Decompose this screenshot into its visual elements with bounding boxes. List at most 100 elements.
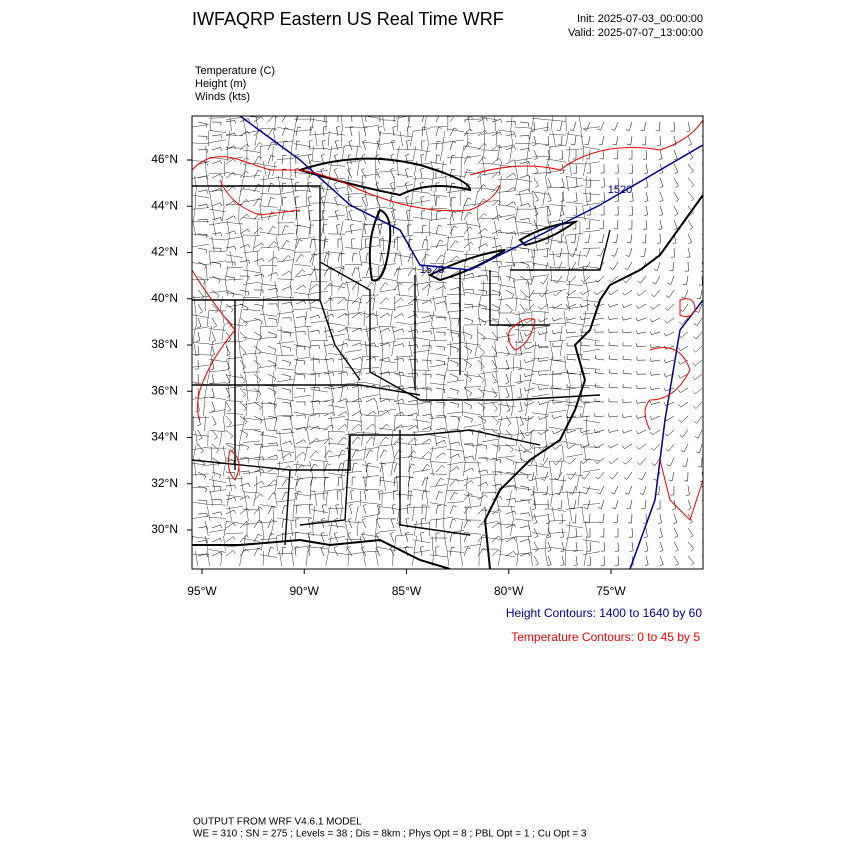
wind-barb (253, 273, 264, 278)
wind-barb (659, 177, 664, 188)
wind-barb (336, 490, 341, 501)
wind-barb (543, 121, 549, 132)
wind-barb (309, 413, 320, 417)
wind-barb (435, 464, 445, 473)
wind-barb (420, 168, 424, 179)
wind-barb (337, 424, 348, 431)
wind-barb (407, 268, 417, 277)
county-line (225, 116, 244, 132)
county-line (242, 146, 261, 161)
wind-barb (491, 471, 502, 476)
county-line (548, 385, 567, 402)
county-line (463, 505, 482, 522)
county-line (409, 128, 431, 147)
county-line (480, 145, 499, 162)
wind-barb (281, 168, 287, 179)
wind-barb (435, 239, 444, 249)
wind-barb (553, 275, 563, 284)
county-line (390, 456, 414, 477)
county-line (192, 501, 210, 505)
county-line (412, 415, 431, 432)
wind-barb (253, 533, 262, 543)
wind-barb (491, 331, 499, 342)
wind-barb (611, 247, 619, 257)
wind-barb (491, 483, 502, 488)
county-line (460, 424, 482, 447)
wind-barb (517, 373, 522, 384)
wind-barb (573, 205, 578, 216)
county-line (327, 535, 346, 552)
county-line (361, 460, 380, 477)
wind-barb (393, 490, 398, 501)
wind-barb (420, 196, 425, 207)
wind-barb (361, 154, 367, 165)
county-line (407, 216, 431, 237)
wind-barb (524, 415, 535, 422)
wind-barb (449, 518, 456, 529)
wind-barb (211, 429, 218, 440)
wind-barb (693, 331, 703, 340)
wind-barb (573, 541, 578, 552)
county-line (341, 127, 363, 147)
county-line (327, 130, 346, 147)
wind-barb (463, 387, 472, 397)
county-line (242, 490, 261, 507)
wind-barb (322, 504, 326, 515)
wind-barb (622, 303, 633, 309)
wind-barb (580, 341, 591, 347)
county-line (257, 458, 277, 477)
wind-barb (320, 154, 325, 165)
wind-barb (337, 371, 348, 376)
wind-barb (491, 260, 502, 265)
county-line (239, 337, 261, 357)
wind-barb (393, 313, 404, 319)
county-line (293, 475, 312, 492)
wind-barb (225, 401, 232, 412)
county-line (339, 218, 363, 237)
lon-label: 75°W (596, 584, 626, 598)
wind-barb (668, 471, 675, 482)
county-line (309, 340, 329, 357)
county-line (565, 400, 584, 417)
wind-barb (308, 518, 313, 529)
wind-barb (612, 233, 619, 244)
wind-barb (644, 555, 649, 566)
county-line (238, 188, 261, 207)
county-line (395, 265, 414, 282)
county-line (237, 319, 261, 342)
county-line (528, 262, 550, 282)
wind-barb (377, 126, 382, 137)
wind-barb (636, 370, 647, 375)
county-line (327, 520, 346, 537)
wind-barb (421, 330, 432, 335)
wind-barb (573, 163, 578, 174)
county-line (293, 460, 312, 477)
wind-barb (239, 317, 248, 327)
wind-barb (659, 555, 664, 566)
wind-barb (477, 213, 487, 221)
county-line (526, 412, 550, 432)
county-line (425, 126, 448, 147)
county-line (374, 170, 397, 192)
wind-barb (570, 499, 577, 510)
wind-barb (225, 215, 236, 221)
county-line (494, 455, 516, 477)
wind-barb (267, 182, 274, 193)
wind-barb (389, 182, 395, 193)
wind-barb (608, 369, 619, 375)
wind-barb (239, 228, 250, 235)
wind-barb (614, 528, 619, 538)
wind-barb (294, 182, 299, 193)
wind-barb (585, 219, 591, 230)
wind-barb (421, 400, 432, 405)
wind-barb (267, 317, 278, 324)
county-line (323, 187, 346, 207)
wind-barb (211, 498, 222, 503)
wind-barb (463, 467, 474, 473)
field-label: Temperature (C) (195, 65, 275, 77)
wind-barb (610, 485, 619, 495)
county-line (495, 367, 516, 387)
county-line (272, 140, 295, 162)
county-line (478, 218, 499, 237)
wind-barb (323, 399, 334, 404)
